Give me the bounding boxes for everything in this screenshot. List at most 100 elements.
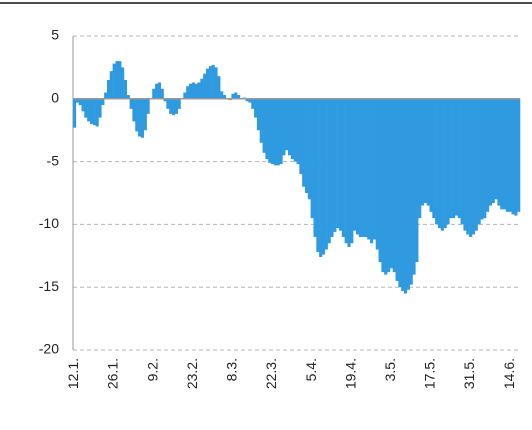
bar — [262, 98, 266, 153]
x-tick-label: 23.2. — [184, 358, 200, 389]
bar — [378, 98, 382, 263]
bar — [333, 98, 337, 232]
bar — [514, 98, 518, 216]
bar — [251, 98, 255, 109]
bar — [307, 98, 311, 200]
x-tick-label: 31.5. — [461, 358, 477, 389]
bar — [265, 98, 269, 160]
bar — [118, 61, 122, 99]
x-tick-label: 3.5. — [382, 358, 398, 381]
bar — [432, 98, 436, 219]
bar — [435, 98, 439, 225]
bar — [347, 98, 351, 248]
bar — [208, 66, 212, 99]
bar — [404, 98, 408, 294]
bar — [469, 98, 473, 237]
y-tick-label: -15 — [39, 278, 59, 294]
bar — [104, 92, 108, 99]
bar — [324, 98, 328, 250]
bar — [188, 83, 193, 99]
bar — [121, 67, 125, 99]
bar — [203, 73, 207, 99]
bar — [75, 98, 79, 103]
x-tick-label: 26.1. — [105, 358, 121, 389]
x-tick-label: 14.6. — [501, 358, 517, 389]
bar — [194, 83, 198, 99]
y-tick-label: -10 — [39, 215, 59, 231]
bar — [112, 63, 116, 99]
bar — [364, 98, 368, 237]
bar — [491, 98, 495, 204]
bar — [101, 98, 105, 106]
y-tick-label: 5 — [51, 27, 59, 43]
bar — [466, 98, 470, 235]
bar — [313, 98, 317, 237]
bar — [384, 98, 388, 275]
bar — [426, 98, 430, 206]
bar — [234, 92, 238, 99]
bar — [505, 98, 509, 212]
bar — [115, 61, 119, 99]
bar — [123, 79, 128, 99]
bar — [429, 98, 433, 212]
bar — [437, 98, 442, 229]
bar — [92, 98, 96, 126]
x-tick-label: 8.3. — [224, 358, 240, 381]
bar — [135, 98, 139, 132]
bar — [160, 88, 164, 99]
bar — [398, 98, 402, 288]
bar — [395, 98, 399, 281]
bar — [454, 98, 459, 216]
y-tick-label: -20 — [39, 341, 59, 357]
bar — [350, 98, 354, 244]
bar — [245, 98, 249, 102]
bar — [488, 98, 493, 206]
bar — [87, 98, 91, 122]
bar — [463, 98, 467, 231]
bar — [494, 98, 498, 200]
bar — [443, 98, 447, 229]
bar — [183, 92, 187, 99]
bar — [268, 98, 272, 163]
x-tick-label: 22.3. — [263, 358, 279, 389]
bar — [409, 98, 413, 285]
bar — [483, 98, 487, 219]
bar — [155, 83, 159, 99]
bar — [109, 71, 113, 99]
bar — [197, 82, 201, 99]
bar — [338, 98, 343, 231]
bar — [211, 64, 215, 99]
bar — [220, 91, 224, 99]
bar — [152, 88, 156, 99]
x-tick-label: 5.4. — [303, 358, 319, 381]
bar — [474, 98, 478, 231]
bar — [480, 98, 484, 220]
bar — [237, 95, 241, 99]
bar — [200, 78, 204, 99]
bar — [477, 98, 481, 225]
bar — [222, 95, 227, 99]
bar — [106, 79, 111, 99]
bar — [406, 98, 410, 290]
bar — [420, 98, 425, 206]
bar — [500, 98, 504, 210]
bar — [327, 98, 331, 244]
bar — [471, 98, 476, 235]
bar — [446, 98, 450, 225]
bar — [336, 98, 340, 229]
bar — [341, 98, 345, 237]
bar — [316, 98, 320, 253]
bar — [460, 98, 464, 225]
bar — [174, 98, 178, 114]
bar — [503, 98, 507, 210]
bar — [205, 68, 210, 99]
bar — [423, 98, 427, 204]
bar — [392, 98, 396, 273]
bar — [449, 98, 453, 219]
bar — [330, 98, 334, 237]
bar — [276, 98, 280, 166]
bar — [273, 98, 277, 166]
bar — [508, 98, 512, 212]
bar — [296, 98, 300, 165]
bar — [418, 98, 422, 219]
